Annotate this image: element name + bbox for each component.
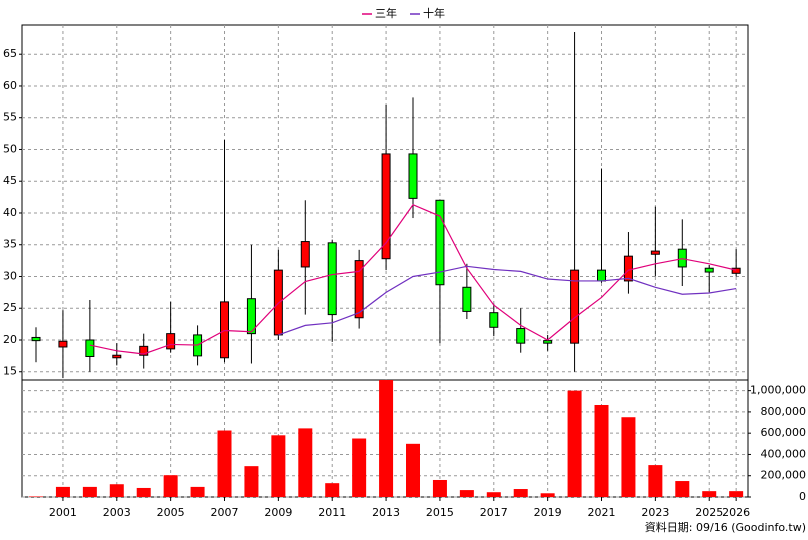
volume-bar: [621, 417, 636, 497]
volume-bar: [594, 404, 609, 497]
y-tick-label: 0: [799, 490, 806, 503]
volume-bar: [459, 490, 474, 497]
x-tick-label: 2013: [372, 506, 400, 519]
candle-body: [677, 248, 687, 268]
candle-body: [85, 339, 95, 358]
y-tick-label: 800,000: [761, 405, 807, 418]
volume-bar: [163, 475, 178, 497]
volume-bar: [109, 484, 124, 497]
x-tick-label: 2015: [426, 506, 454, 519]
candle-body: [381, 153, 391, 260]
x-tick-label: 2005: [157, 506, 185, 519]
volume-bar: [729, 491, 744, 497]
x-tick-label: 2003: [103, 506, 131, 519]
candle-body: [489, 312, 499, 328]
volume-bar: [513, 489, 528, 497]
y-tick-label: 200,000: [761, 469, 807, 482]
volume-bar: [244, 466, 259, 497]
y-tick-label: 15: [3, 365, 17, 378]
y-tick-label: 35: [3, 238, 17, 251]
candle-body: [570, 269, 580, 344]
volume-bar: [648, 465, 663, 497]
volume-bar: [82, 486, 97, 497]
y-tick-label: 20: [3, 333, 17, 346]
candle-body: [31, 336, 41, 342]
volume-bar: [432, 479, 447, 497]
volume-bar: [379, 380, 394, 497]
legend-label: 十年: [423, 6, 445, 20]
candle-body: [246, 298, 256, 335]
x-tick-label: 2023: [641, 506, 669, 519]
y-tick-label: 55: [3, 111, 17, 124]
x-tick-label: 2017: [480, 506, 508, 519]
candle-body: [623, 255, 633, 282]
candle-body: [435, 199, 445, 286]
y-tick-label: 45: [3, 174, 17, 187]
y-tick-label: 60: [3, 79, 17, 92]
candle-body: [731, 267, 741, 274]
volume-bar: [540, 493, 555, 497]
x-tick-label: 2011: [318, 506, 346, 519]
candle-body: [220, 301, 230, 359]
candle-body: [300, 241, 310, 268]
candle-body: [166, 333, 176, 350]
candle-body: [327, 242, 337, 316]
candle-body: [704, 267, 714, 273]
candle-body: [408, 153, 418, 199]
y-tick-label: 25: [3, 301, 17, 314]
candle-body: [112, 354, 122, 359]
x-tick-label: 2021: [588, 506, 616, 519]
volume-bar: [55, 486, 70, 497]
volume-bar: [352, 438, 367, 497]
volume-bar: [298, 428, 313, 497]
y-tick-label: 600,000: [761, 426, 807, 439]
average-line: [278, 265, 737, 336]
volume-bar: [136, 487, 151, 497]
candle-body: [354, 260, 364, 319]
candle-body: [650, 250, 660, 255]
x-tick-label: 2007: [211, 506, 239, 519]
y-tick-label: 30: [3, 269, 17, 282]
y-tick-label: 40: [3, 206, 17, 219]
volume-bar: [675, 481, 690, 497]
candle-body: [543, 340, 553, 344]
x-tick-label: 2019: [534, 506, 562, 519]
volume-bar: [486, 492, 501, 497]
x-tick-label: 2025: [695, 506, 723, 519]
candle-body: [58, 340, 68, 348]
volume-bar: [406, 443, 421, 497]
y-tick-label: 65: [3, 47, 17, 60]
x-tick-label: 2026: [722, 506, 750, 519]
volume-bar: [325, 483, 340, 497]
average-line: [89, 203, 737, 355]
volume-bar: [702, 491, 717, 497]
legend-label: 三年: [375, 6, 397, 20]
candle-body: [139, 345, 149, 356]
volume-bar: [190, 486, 205, 497]
candle-body: [462, 286, 472, 312]
y-tick-label: 400,000: [761, 447, 807, 460]
volume-bar: [217, 430, 232, 497]
y-tick-label: 50: [3, 142, 17, 155]
y-tick-label: 1,000,000: [750, 384, 806, 397]
candle-body: [597, 269, 607, 282]
footer: 資料日期: 09/16 (Goodinfo.tw): [645, 520, 806, 534]
x-tick-label: 2009: [264, 506, 292, 519]
volume-bar: [567, 390, 582, 497]
volume-bar: [271, 435, 286, 497]
volume-bar: [29, 496, 44, 497]
x-tick-label: 2001: [49, 506, 77, 519]
candle-body: [516, 328, 526, 344]
